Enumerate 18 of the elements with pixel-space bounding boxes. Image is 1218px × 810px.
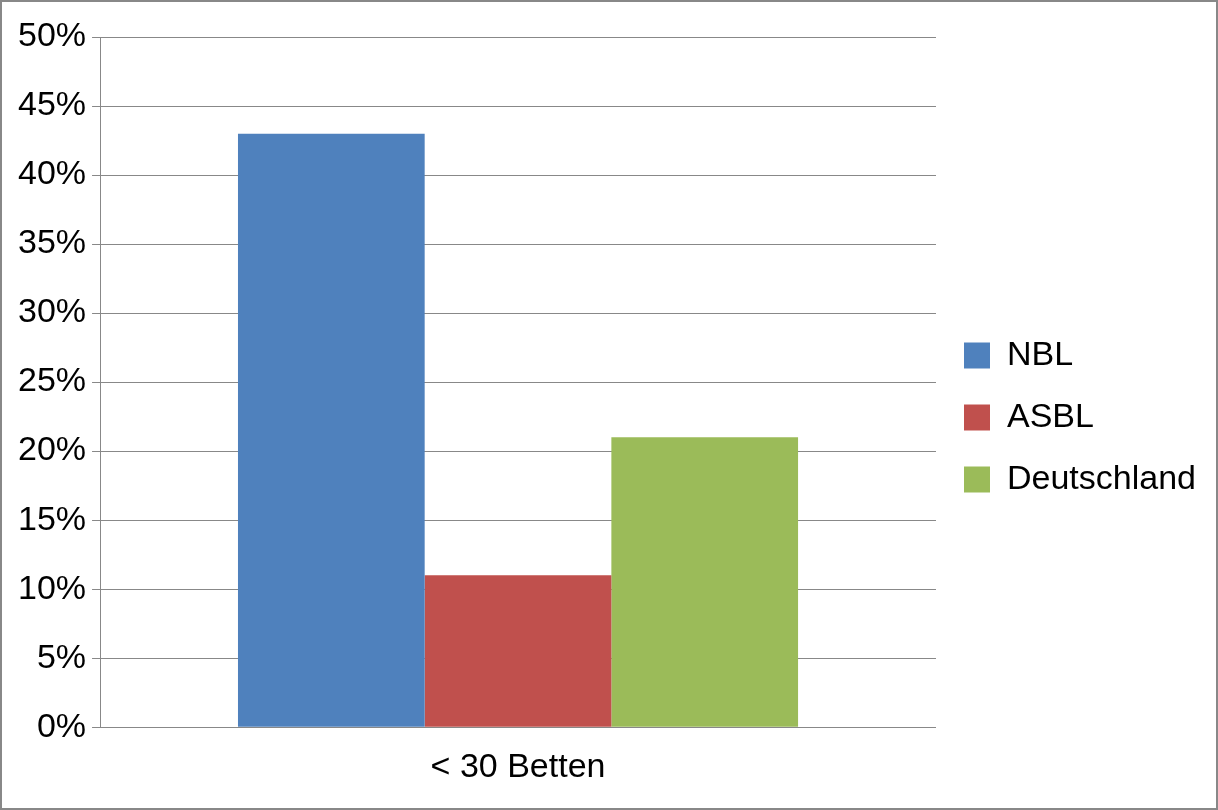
y-tick-label: 10% <box>17 567 87 606</box>
y-tick-label: 20% <box>17 429 87 468</box>
x-tick-label: < 30 Betten <box>430 745 606 784</box>
legend-label: ASBL <box>1006 395 1094 434</box>
bar <box>424 575 612 727</box>
y-tick-label: 45% <box>17 84 87 123</box>
y-tick-label: 15% <box>17 498 87 537</box>
bar <box>611 437 799 727</box>
y-tick-label: 0% <box>36 705 87 744</box>
y-tick-label: 30% <box>17 291 87 330</box>
y-tick-label: 25% <box>17 360 87 399</box>
bar <box>237 133 425 727</box>
legend-label: NBL <box>1006 333 1074 372</box>
y-tick-label: 40% <box>17 153 87 192</box>
y-tick-label: 5% <box>36 636 87 675</box>
y-tick-label: 35% <box>17 222 87 261</box>
legend-label: Deutschland <box>1006 457 1197 496</box>
y-tick-label: 50% <box>17 15 87 54</box>
